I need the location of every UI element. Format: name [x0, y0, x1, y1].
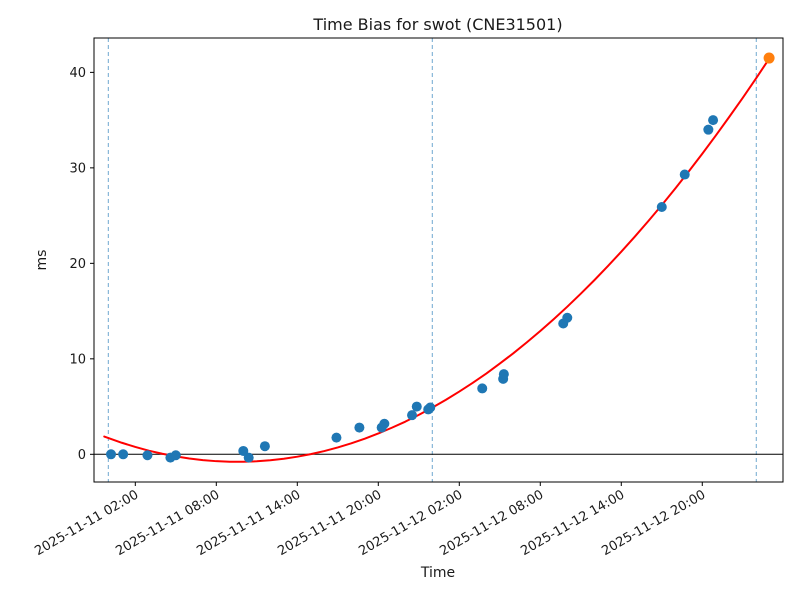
data-point	[703, 124, 714, 135]
data-point	[238, 445, 249, 456]
data-point	[498, 369, 509, 380]
data-point	[354, 422, 365, 433]
data-point	[379, 418, 390, 429]
fit-curve	[103, 57, 771, 463]
data-point	[331, 432, 342, 443]
data-point	[106, 449, 117, 460]
data-point	[118, 449, 129, 460]
data-point	[259, 441, 270, 452]
plot-border	[93, 37, 784, 483]
data-point	[142, 450, 153, 461]
data-point	[477, 383, 488, 394]
data-point	[679, 169, 690, 180]
x-axis-label: Time	[420, 565, 455, 581]
data-point	[562, 312, 573, 323]
y-axis-label: ms	[34, 250, 50, 271]
data-point	[170, 450, 181, 461]
y-tick-label: 0	[78, 448, 86, 463]
data-point	[425, 402, 436, 413]
y-tick-label: 30	[69, 161, 86, 176]
chart-title: Time Bias for swot (CNE31501)	[312, 15, 562, 34]
data-point	[708, 115, 719, 126]
data-point	[411, 401, 422, 412]
data-point	[243, 452, 254, 463]
data-point	[656, 202, 667, 213]
data-point	[407, 410, 418, 421]
chart-background-layer	[94, 38, 783, 482]
chart-data-layer	[103, 52, 775, 463]
highlight-point	[763, 52, 775, 64]
y-tick-label: 10	[69, 352, 86, 367]
y-tick-label: 20	[69, 257, 86, 272]
y-tick-label: 40	[69, 66, 86, 81]
